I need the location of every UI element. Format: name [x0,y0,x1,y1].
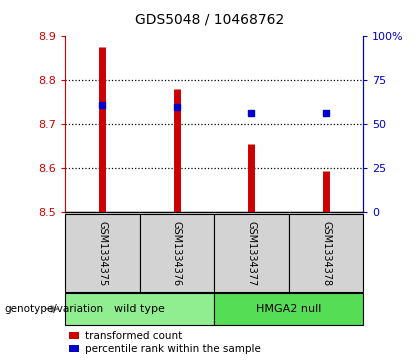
Text: percentile rank within the sample: percentile rank within the sample [85,344,261,354]
Text: genotype/variation: genotype/variation [4,304,103,314]
Text: GSM1334376: GSM1334376 [172,221,182,286]
Text: GDS5048 / 10468762: GDS5048 / 10468762 [135,13,285,27]
Text: HMGA2 null: HMGA2 null [256,304,321,314]
Text: transformed count: transformed count [85,331,182,341]
Text: GSM1334378: GSM1334378 [321,221,331,286]
Text: GSM1334377: GSM1334377 [247,221,257,286]
Text: GSM1334375: GSM1334375 [97,221,108,286]
Text: wild type: wild type [114,304,165,314]
